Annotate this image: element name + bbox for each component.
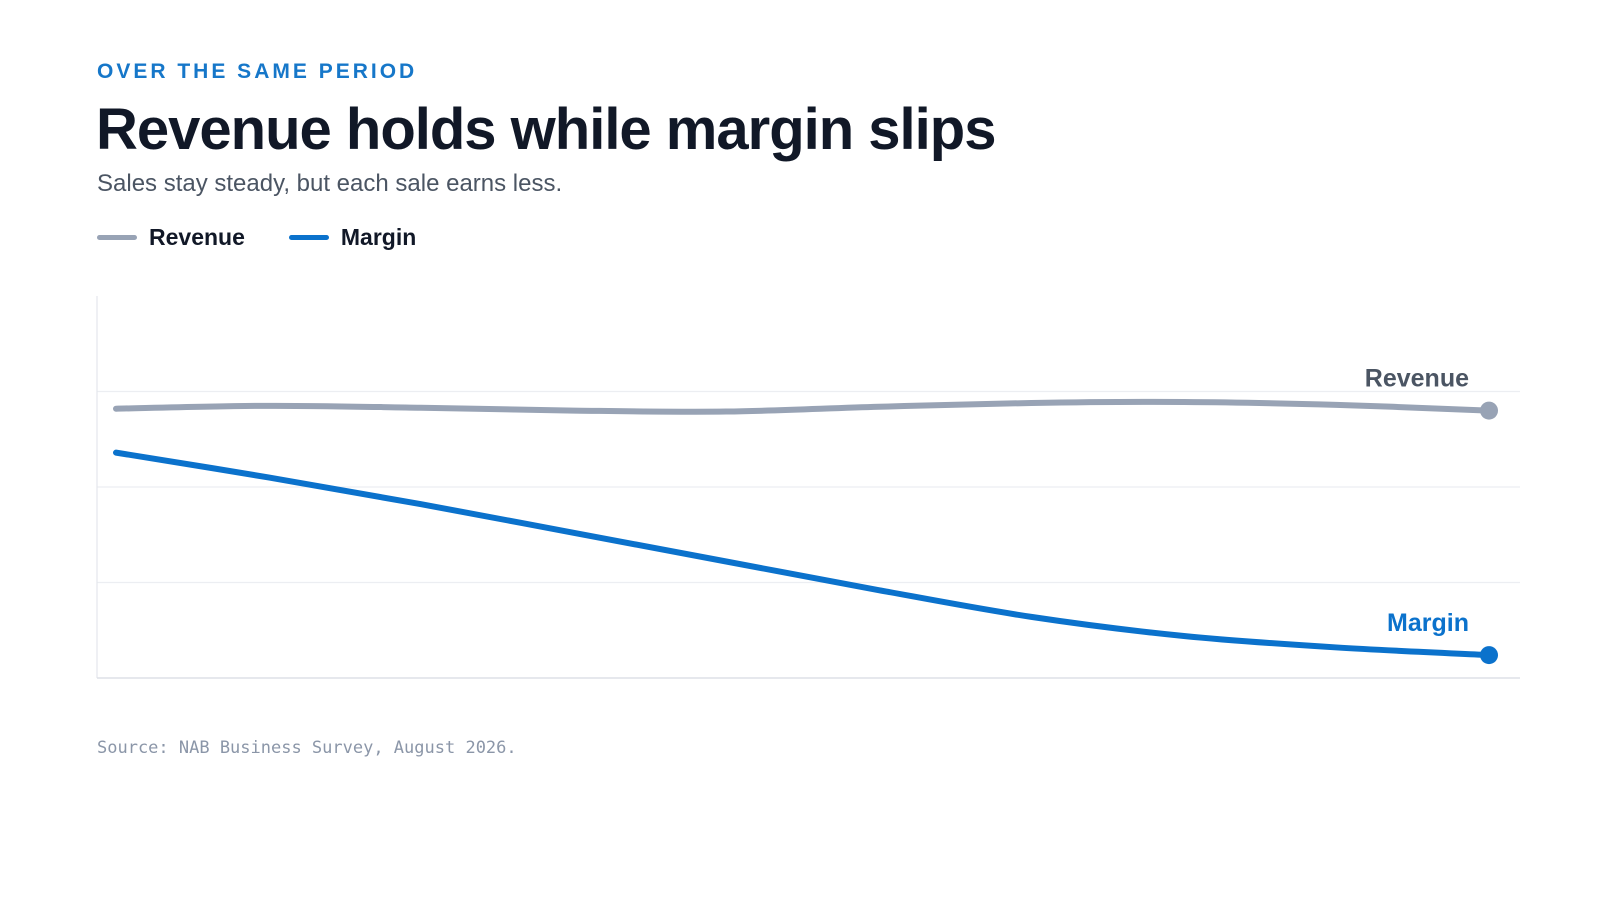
series-line-margin [113, 449, 1492, 659]
label-layer: Revenue Margin [1365, 365, 1469, 637]
end-point-revenue [1480, 401, 1498, 420]
legend-label-revenue: Revenue [149, 224, 245, 250]
legend-item-margin: Margin [288, 224, 417, 251]
legend-swatch-revenue [97, 235, 137, 240]
legend-swatch-margin [288, 235, 329, 240]
legend-label-margin: Margin [340, 224, 417, 250]
end-point-margin [1480, 646, 1498, 665]
series-layer [113, 398, 1498, 665]
series-line-revenue [113, 398, 1492, 415]
end-label-revenue: Revenue [1365, 365, 1469, 393]
chart-legend: Revenue Margin [97, 224, 416, 251]
legend-item-revenue: Revenue [97, 224, 245, 251]
source-note: Source: NAB Business Survey, August 2026… [97, 738, 517, 758]
chart-subtitle: Sales stay steady, but each sale earns l… [97, 170, 563, 197]
chart-title: Revenue holds while margin slips [96, 97, 996, 162]
axis-layer [96, 296, 1520, 679]
end-label-margin: Margin [1387, 609, 1469, 637]
chart-eyebrow: OVER THE SAME PERIOD [97, 60, 418, 83]
